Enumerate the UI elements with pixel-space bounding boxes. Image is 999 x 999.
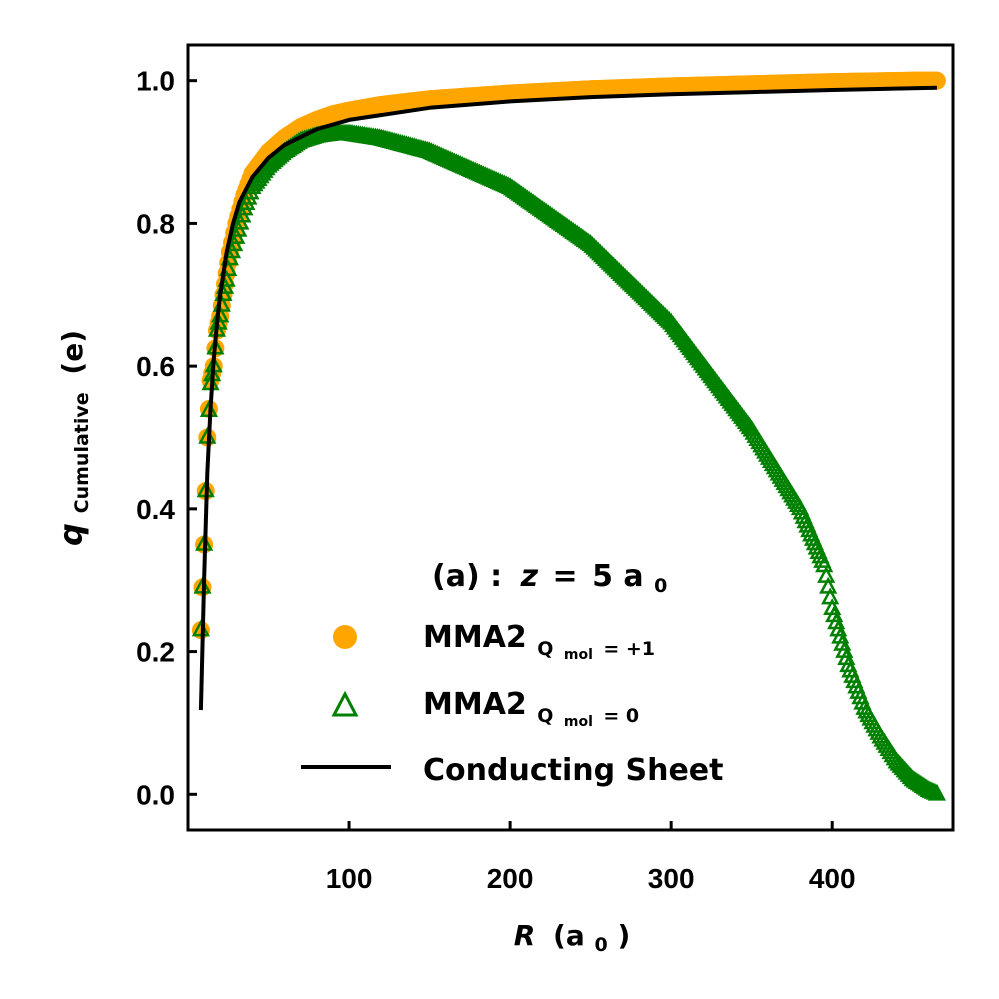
y-axis-unit: (e) <box>56 330 89 375</box>
x-axis-unit: (a <box>553 919 585 952</box>
ticks-layer: 100 200 300 400 0.0 0.2 0.4 0.6 0.8 1.0 <box>136 66 856 894</box>
legend-title-value: 5 a <box>592 559 644 594</box>
y-axis-var: q <box>52 523 90 546</box>
legend-label-neutral-subsub: mol <box>564 714 593 730</box>
legend-label-charged: MMA2 Q mol = +1 <box>423 620 655 667</box>
series-2 <box>198 85 937 711</box>
legend-label-neutral-tail: = 0 <box>603 705 639 727</box>
series-1 <box>191 123 946 801</box>
x-axis-unit-sub: 0 <box>594 934 607 956</box>
x-axis-var: R <box>514 919 536 952</box>
y-tick-label: 0.6 <box>136 351 175 382</box>
y-tick-label: 0.4 <box>136 494 175 525</box>
legend-label-charged-name: MMA2 <box>423 620 527 655</box>
x-tick-label: 200 <box>487 863 534 894</box>
legend-label-charged-tail: = +1 <box>603 638 655 660</box>
legend-title-sub: 0 <box>654 575 667 597</box>
x-axis-label: R (a 0 ) <box>514 919 631 958</box>
y-tick-label: 1.0 <box>136 66 175 97</box>
y-axis-sub: Cumulative <box>71 392 93 513</box>
legend-title-var: z <box>520 559 539 594</box>
legend: (a) : z = 5 a 0 MMA2 Q mol = +1 MMA2 Q m… <box>301 559 724 788</box>
y-tick-label: 0.2 <box>136 637 175 668</box>
x-tick-label: 400 <box>809 863 856 894</box>
legend-title: (a) : z = 5 a 0 <box>432 559 667 597</box>
plot-frame <box>186 43 955 832</box>
legend-label-charged-subsub: mol <box>564 647 593 663</box>
x-tick-label: 100 <box>326 863 373 894</box>
x-axis-unit-close: ) <box>617 919 630 952</box>
legend-title-eq: = <box>553 559 578 594</box>
series-layer <box>191 71 946 801</box>
point-orange <box>927 71 946 90</box>
x-tick-label: 300 <box>648 863 695 894</box>
legend-label-neutral: MMA2 Q mol = 0 <box>423 687 639 734</box>
legend-label-neutral-name: MMA2 <box>423 687 527 722</box>
y-axis-label: q Cumulative (e) <box>52 330 95 546</box>
legend-marker-green <box>331 690 359 717</box>
conducting-sheet-line <box>198 85 937 711</box>
legend-label-sheet: Conducting Sheet <box>423 753 724 788</box>
legend-title-colon: : <box>490 559 502 594</box>
legend-label-charged-sub: Q <box>537 638 553 660</box>
point-green <box>927 783 946 801</box>
y-tick-label: 0.8 <box>136 208 175 239</box>
legend-label-neutral-sub: Q <box>537 705 553 727</box>
y-tick-label: 0.0 <box>136 779 175 810</box>
legend-marker-orange <box>333 625 357 649</box>
plot-background <box>188 45 953 830</box>
legend-title-prefix: (a) <box>432 559 480 594</box>
